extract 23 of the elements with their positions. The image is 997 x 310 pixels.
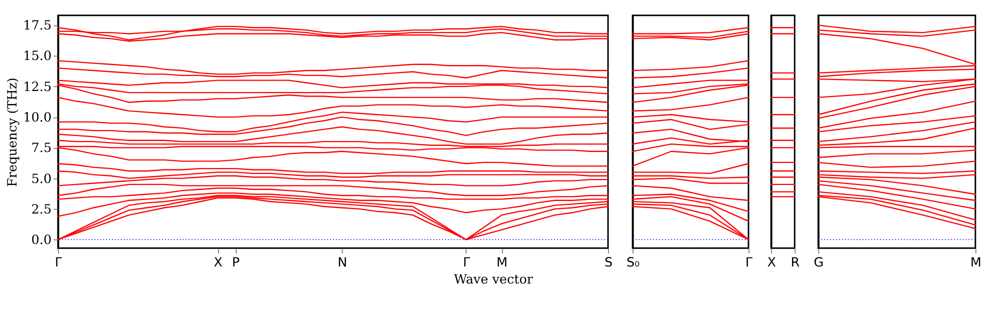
x-tick-label: P (232, 255, 240, 270)
y-tick-label: 10.0 (23, 110, 52, 126)
x-axis-title: Wave vector (454, 272, 534, 288)
x-tick-label: Γ (463, 255, 472, 270)
y-tick-label: 12.5 (23, 80, 52, 95)
x-tick-label: X (214, 255, 223, 270)
x-tick-label: M (970, 255, 982, 270)
x-tick-label: Γ (54, 255, 63, 270)
x-tick-label: Γ (745, 255, 754, 270)
x-tick-label: R (790, 255, 800, 270)
x-tick-label: G (814, 255, 824, 270)
x-tick-label: S₀ (626, 255, 640, 270)
y-tick-label: 17.5 (23, 18, 52, 34)
x-tick-label: N (338, 255, 348, 270)
y-tick-label: 0.0 (31, 233, 52, 248)
y-tick-label: 7.5 (31, 141, 52, 156)
x-tick-label: X (767, 255, 776, 270)
y-tick-label: 5.0 (31, 172, 52, 187)
x-tick-label: M (496, 255, 508, 270)
y-tick-label: 15.0 (23, 49, 52, 64)
x-tick-label: S (604, 255, 613, 270)
y-tick-label: 2.5 (31, 202, 52, 218)
y-axis-title: Frequency (THz) (5, 78, 20, 187)
